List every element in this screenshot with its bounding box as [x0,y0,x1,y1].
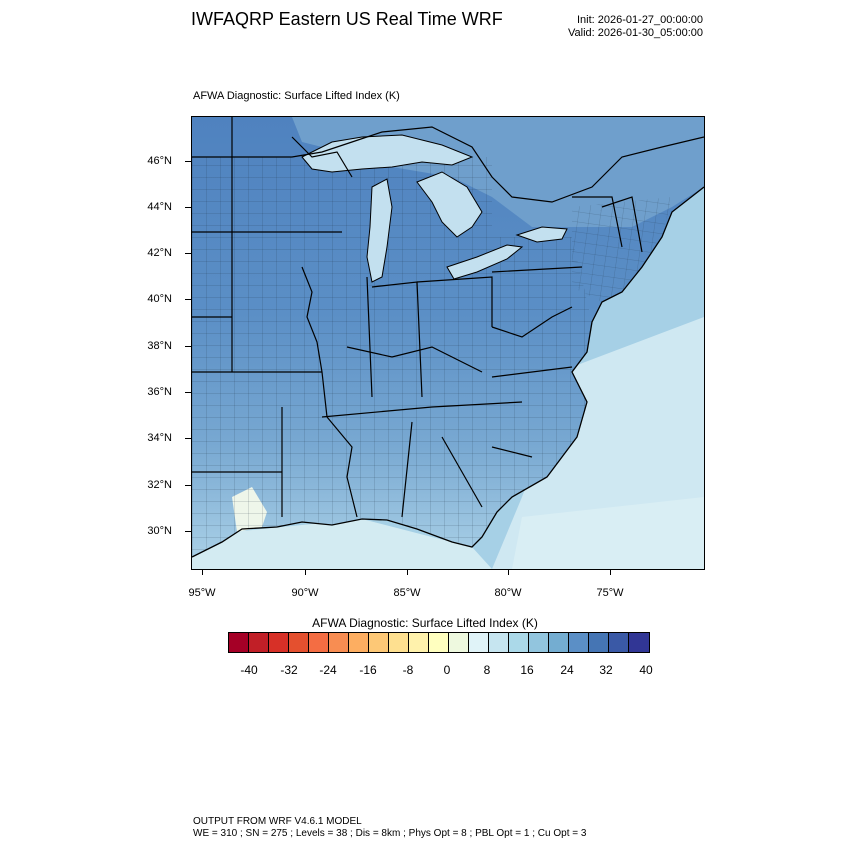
colorbar-swatch [269,633,289,652]
colorbar-swatch [229,633,249,652]
colorbar-label: -16 [359,663,377,677]
colorbar-label: 0 [443,663,451,677]
lifted-index-map [192,117,704,569]
main-title: IWFAQRP Eastern US Real Time WRF [191,9,503,29]
lat-tick [185,207,191,208]
model-footer: OUTPUT FROM WRF V4.6.1 MODEL [193,816,362,827]
gulf-of-mexico [192,519,492,569]
lon-label-90: 90°W [291,587,319,599]
lon-label-80: 80°W [494,587,522,599]
lat-label-42: 42°N [147,247,172,259]
lat-label-44: 44°N [147,201,172,213]
canada-border [192,126,704,203]
map-subtitle: AFWA Diagnostic: Surface Lifted Index (K… [193,90,400,102]
colorbar-label: -24 [319,663,337,677]
lon-tick [610,569,611,575]
lat-tick [185,438,191,439]
lon-label-85: 85°W [393,587,421,599]
colorbar-swatch [549,633,569,652]
colorbar-swatch [289,633,309,652]
lat-label-46: 46°N [147,155,172,167]
colorbar-swatch [469,633,489,652]
colorbar-label: 40 [639,663,653,677]
lon-label-95: 95°W [188,587,216,599]
colorbar-swatch [629,633,649,652]
lat-tick [185,392,191,393]
colorbar-label: -32 [280,663,298,677]
lake-ontario [515,226,568,243]
colorbar-swatch [489,633,509,652]
model-config-footer: WE = 310 ; SN = 275 ; Levels = 38 ; Dis … [193,828,587,839]
colorbar-swatch [569,633,589,652]
colorbar-label: 8 [483,663,491,677]
colorbar-label: 16 [520,663,534,677]
lake-michigan [366,178,393,283]
colorbar-swatch [349,633,369,652]
state-borders [192,117,643,518]
lake-huron [416,171,483,238]
colorbar-swatch [309,633,329,652]
colorbar-swatch [429,633,449,652]
colorbar-swatch [389,633,409,652]
colorbar [228,632,650,653]
lat-tick [185,161,191,162]
lat-label-38: 38°N [147,340,172,352]
lat-label-30: 30°N [147,525,172,537]
colorbar-swatch [329,633,349,652]
lat-label-34: 34°N [147,432,172,444]
colorbar-label: 24 [560,663,574,677]
lon-tick [305,569,306,575]
colorbar-swatch [589,633,609,652]
county-grid-2 [572,197,672,302]
lon-tick [407,569,408,575]
lat-tick [185,299,191,300]
colorbar-label: 32 [599,663,613,677]
lon-tick [202,569,203,575]
lat-tick [185,531,191,532]
lon-label-75: 75°W [596,587,624,599]
colorbar-swatch [409,633,429,652]
valid-time: Valid: 2026-01-30_05:00:00 [568,27,703,39]
lat-tick [185,253,191,254]
init-time: Init: 2026-01-27_00:00:00 [577,14,703,26]
lat-tick [185,346,191,347]
lake-erie [446,244,524,280]
colorbar-swatch [449,633,469,652]
colorbar-label: -40 [240,663,258,677]
coastline [192,186,704,558]
lat-label-36: 36°N [147,386,172,398]
colorbar-swatch [249,633,269,652]
colorbar-title: AFWA Diagnostic: Surface Lifted Index (K… [312,616,538,630]
colorbar-swatch [509,633,529,652]
lat-tick [185,485,191,486]
ocean-southeast [512,497,704,569]
lat-label-32: 32°N [147,479,172,491]
colorbar-label: -8 [402,663,414,677]
map-panel [191,116,705,570]
colorbar-swatch [369,633,389,652]
colorbar-swatch [529,633,549,652]
lat-label-40: 40°N [147,293,172,305]
colorbar-swatch [609,633,629,652]
lon-tick [508,569,509,575]
